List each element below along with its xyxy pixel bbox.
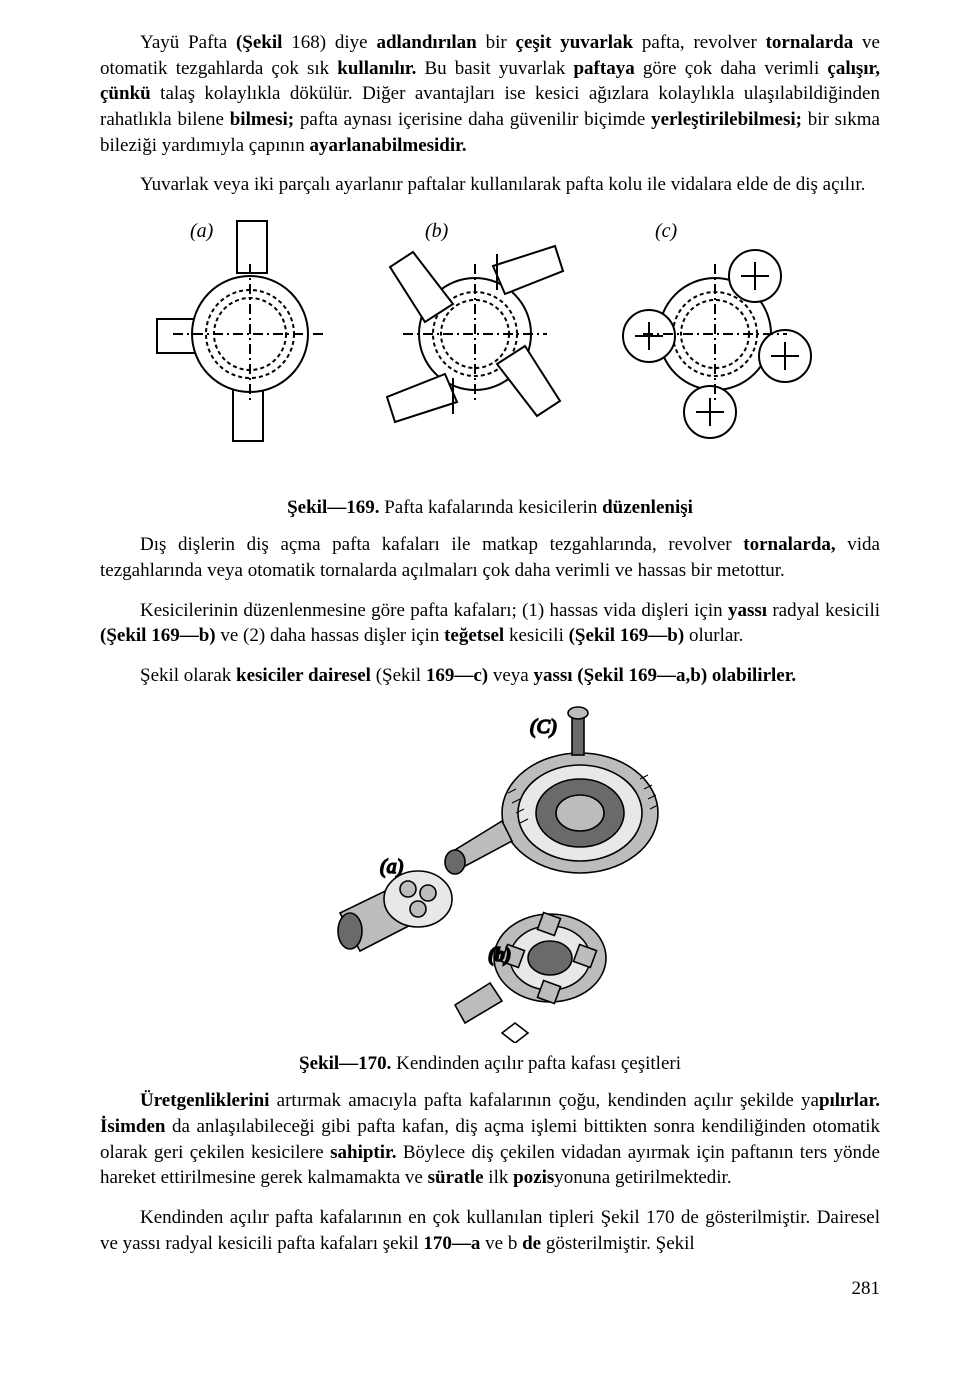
bold: tornalarda bbox=[766, 32, 854, 53]
bold: kesiciler dairesel bbox=[236, 665, 371, 686]
bold: de bbox=[522, 1233, 541, 1254]
text: Bu basit yuvarlak bbox=[416, 58, 573, 79]
bold: Şekil—169. bbox=[287, 497, 379, 518]
text: ve (2) daha hassas dişler için bbox=[216, 625, 444, 646]
text: Dış dişlerin diş açma pafta kafaları ile… bbox=[140, 534, 743, 555]
diagram-b-svg bbox=[375, 216, 575, 446]
text: pafta, revolver bbox=[633, 32, 766, 53]
figure-169-c-label: (c) bbox=[655, 220, 677, 242]
bold: Üretgenliklerini bbox=[140, 1090, 269, 1111]
bold: tornalarda, bbox=[743, 534, 835, 555]
text: Kesicilerinin düzenlenmesine göre pafta … bbox=[140, 600, 728, 621]
bold: paftaya bbox=[573, 58, 634, 79]
bold: düzenlenişi bbox=[602, 497, 693, 518]
text: (Şekil bbox=[371, 665, 426, 686]
paragraph-3: Dış dişlerin diş açma pafta kafaları ile… bbox=[100, 532, 880, 583]
bold: çeşit yuvarlak bbox=[516, 32, 634, 53]
figure-169: (a) bbox=[100, 216, 880, 473]
page-number: 281 bbox=[100, 1276, 880, 1302]
text: Şekil olarak bbox=[140, 665, 236, 686]
figure-169-c: (c) bbox=[605, 216, 825, 473]
figure-170: (C) (a) bbox=[100, 703, 880, 1043]
bold: Şekil—170. bbox=[299, 1053, 391, 1074]
figure-169-b-label: (b) bbox=[425, 220, 448, 242]
figure-169-a-label: (a) bbox=[190, 220, 213, 242]
figure-169-a: (a) bbox=[155, 216, 345, 473]
text: gösterilmiştir. Şekil bbox=[541, 1233, 695, 1254]
text: ilk bbox=[484, 1167, 514, 1188]
bold: (Şekil 169—b) bbox=[100, 625, 216, 646]
text: veya bbox=[488, 665, 533, 686]
paragraph-7: Kendinden açılır pafta kafalarının en ço… bbox=[100, 1205, 880, 1256]
text: kesicili bbox=[504, 625, 568, 646]
figure-170-c-label: (C) bbox=[530, 716, 557, 738]
figure-170-svg: (C) (a) bbox=[280, 703, 700, 1043]
bold: süratle bbox=[428, 1167, 484, 1188]
text: göre çok daha verimli bbox=[635, 58, 828, 79]
paragraph-4: Kesicilerinin düzenlenmesine göre pafta … bbox=[100, 598, 880, 649]
text: Pafta kafalarında kesicilerin bbox=[379, 497, 602, 518]
bold: bilmesi; bbox=[230, 109, 294, 130]
page: Yayü Pafta (Şekil 168) diye adlandırılan… bbox=[0, 0, 960, 1332]
text: pafta aynası içerisine daha güvenilir bi… bbox=[294, 109, 651, 130]
bold: yassı bbox=[728, 600, 767, 621]
diagram-c-svg bbox=[605, 216, 825, 446]
text: artırmak amacıyla pafta kafalarının çoğu… bbox=[269, 1090, 818, 1111]
bold: 169—c) bbox=[426, 665, 488, 686]
figure-169-b: (b) bbox=[375, 216, 575, 473]
text: radyal kesicili bbox=[767, 600, 880, 621]
paragraph-2: Yuvarlak veya iki parçalı ayarlanır paft… bbox=[100, 172, 880, 198]
bold: (Şekil bbox=[236, 32, 282, 53]
text: bir bbox=[477, 32, 516, 53]
bold: ayarlanabilmesidir. bbox=[309, 135, 466, 156]
figure-170-b-label: (b) bbox=[488, 944, 511, 966]
bold: 170—a bbox=[423, 1233, 480, 1254]
bold: kullanılır. bbox=[337, 58, 416, 79]
text: Kendinden açılır pafta kafası çeşitleri bbox=[391, 1053, 681, 1074]
paragraph-1: Yayü Pafta (Şekil 168) diye adlandırılan… bbox=[100, 30, 880, 158]
bold: adlandırılan bbox=[376, 32, 476, 53]
paragraph-5: Şekil olarak kesiciler dairesel (Şekil 1… bbox=[100, 663, 880, 689]
figure-170-a-label: (a) bbox=[380, 856, 404, 878]
diagram-a-svg bbox=[155, 216, 345, 446]
bold: yerleştirilebilmesi; bbox=[651, 109, 802, 130]
caption-170: Şekil—170. Kendinden açılır pafta kafası… bbox=[100, 1051, 880, 1077]
paragraph-6: Üretgenliklerini artırmak amacıyla pafta… bbox=[100, 1088, 880, 1191]
bold: yassı (Şekil 169—a,b) olabilirler. bbox=[533, 665, 796, 686]
text: Yayü Pafta bbox=[140, 32, 236, 53]
bold: (Şekil 169—b) bbox=[569, 625, 685, 646]
text: olurlar. bbox=[684, 625, 743, 646]
bold: sahiptir. bbox=[330, 1142, 396, 1163]
text: 168) diye bbox=[282, 32, 376, 53]
bold: teğetsel bbox=[444, 625, 504, 646]
caption-169: Şekil—169. Pafta kafalarında kesicilerin… bbox=[100, 495, 880, 521]
text: ve b bbox=[480, 1233, 522, 1254]
bold: pozis bbox=[513, 1167, 554, 1188]
text: yonuna getirilmektedir. bbox=[554, 1167, 731, 1188]
